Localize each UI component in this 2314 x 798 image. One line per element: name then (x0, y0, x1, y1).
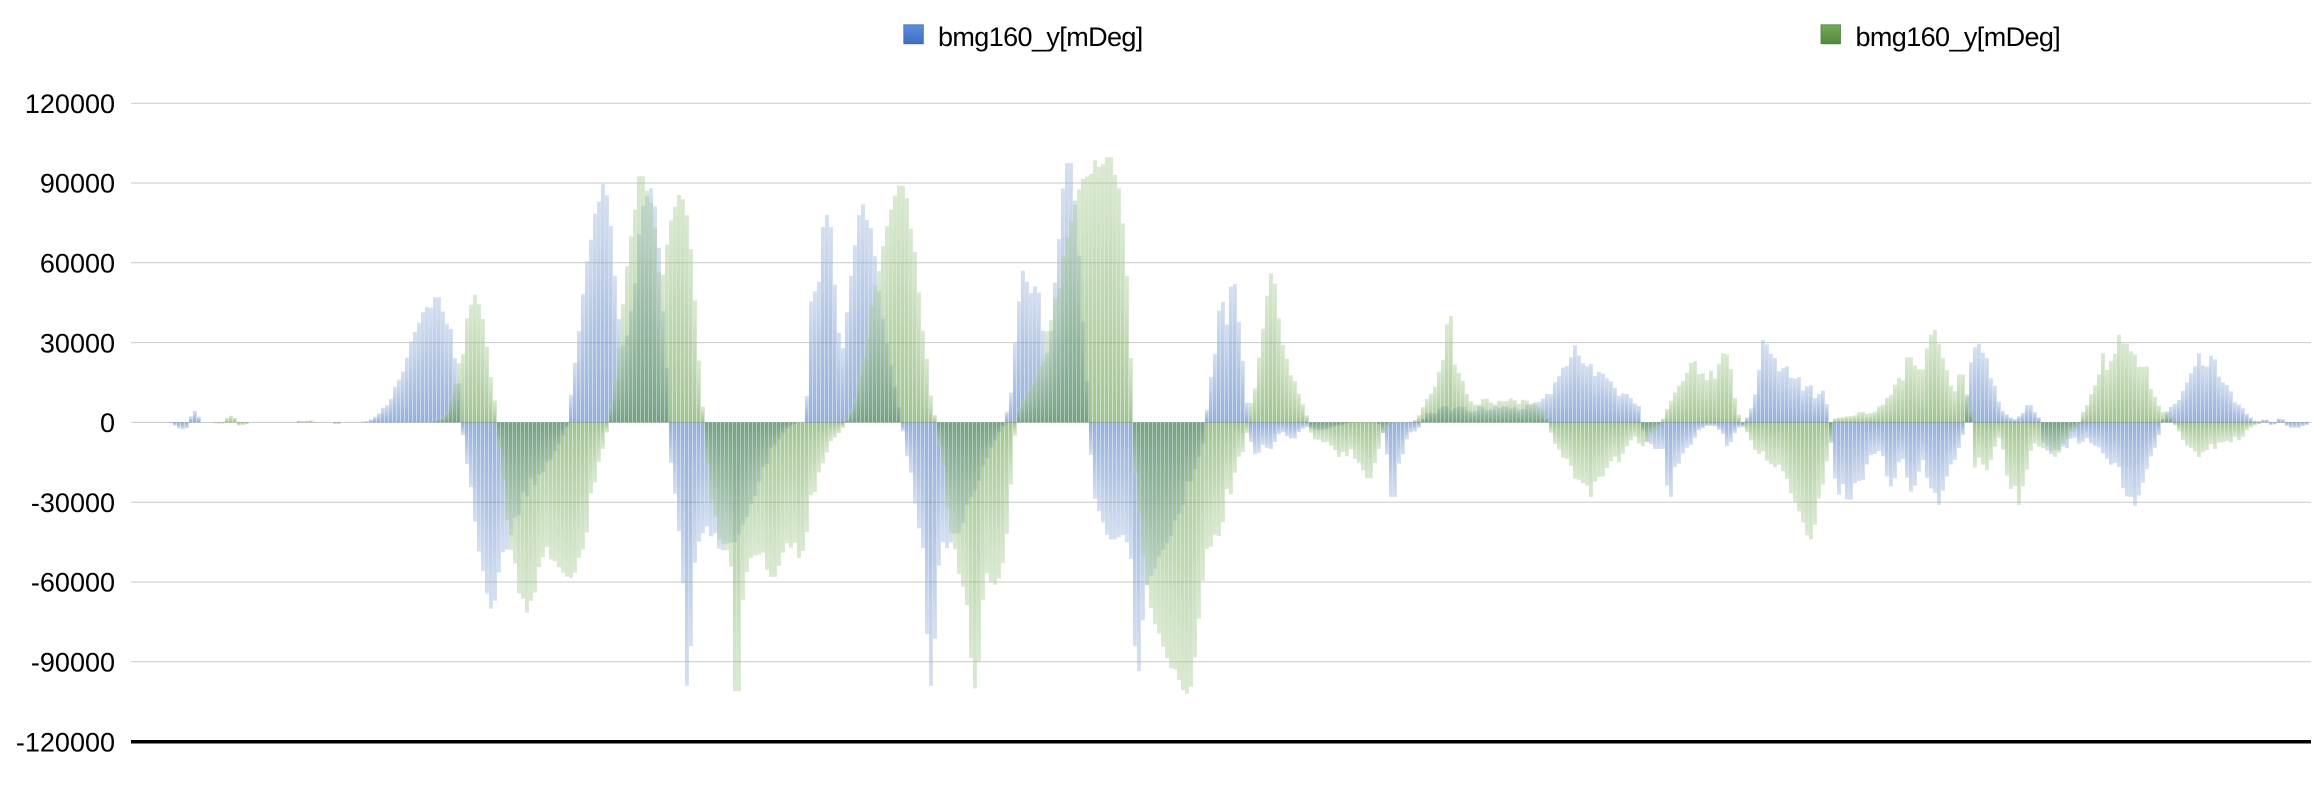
svg-text:120000: 120000 (25, 89, 115, 119)
svg-text:bmg160_y[mDeg]: bmg160_y[mDeg] (1856, 22, 2061, 52)
svg-text:-60000: -60000 (31, 568, 115, 598)
svg-text:bmg160_y[mDeg]: bmg160_y[mDeg] (938, 22, 1143, 52)
svg-text:30000: 30000 (40, 328, 115, 358)
svg-text:-90000: -90000 (31, 648, 115, 678)
svg-text:0: 0 (100, 408, 115, 438)
svg-text:60000: 60000 (40, 249, 115, 279)
svg-text:-30000: -30000 (31, 488, 115, 518)
svg-text:90000: 90000 (40, 169, 115, 199)
svg-text:-120000: -120000 (16, 727, 115, 757)
